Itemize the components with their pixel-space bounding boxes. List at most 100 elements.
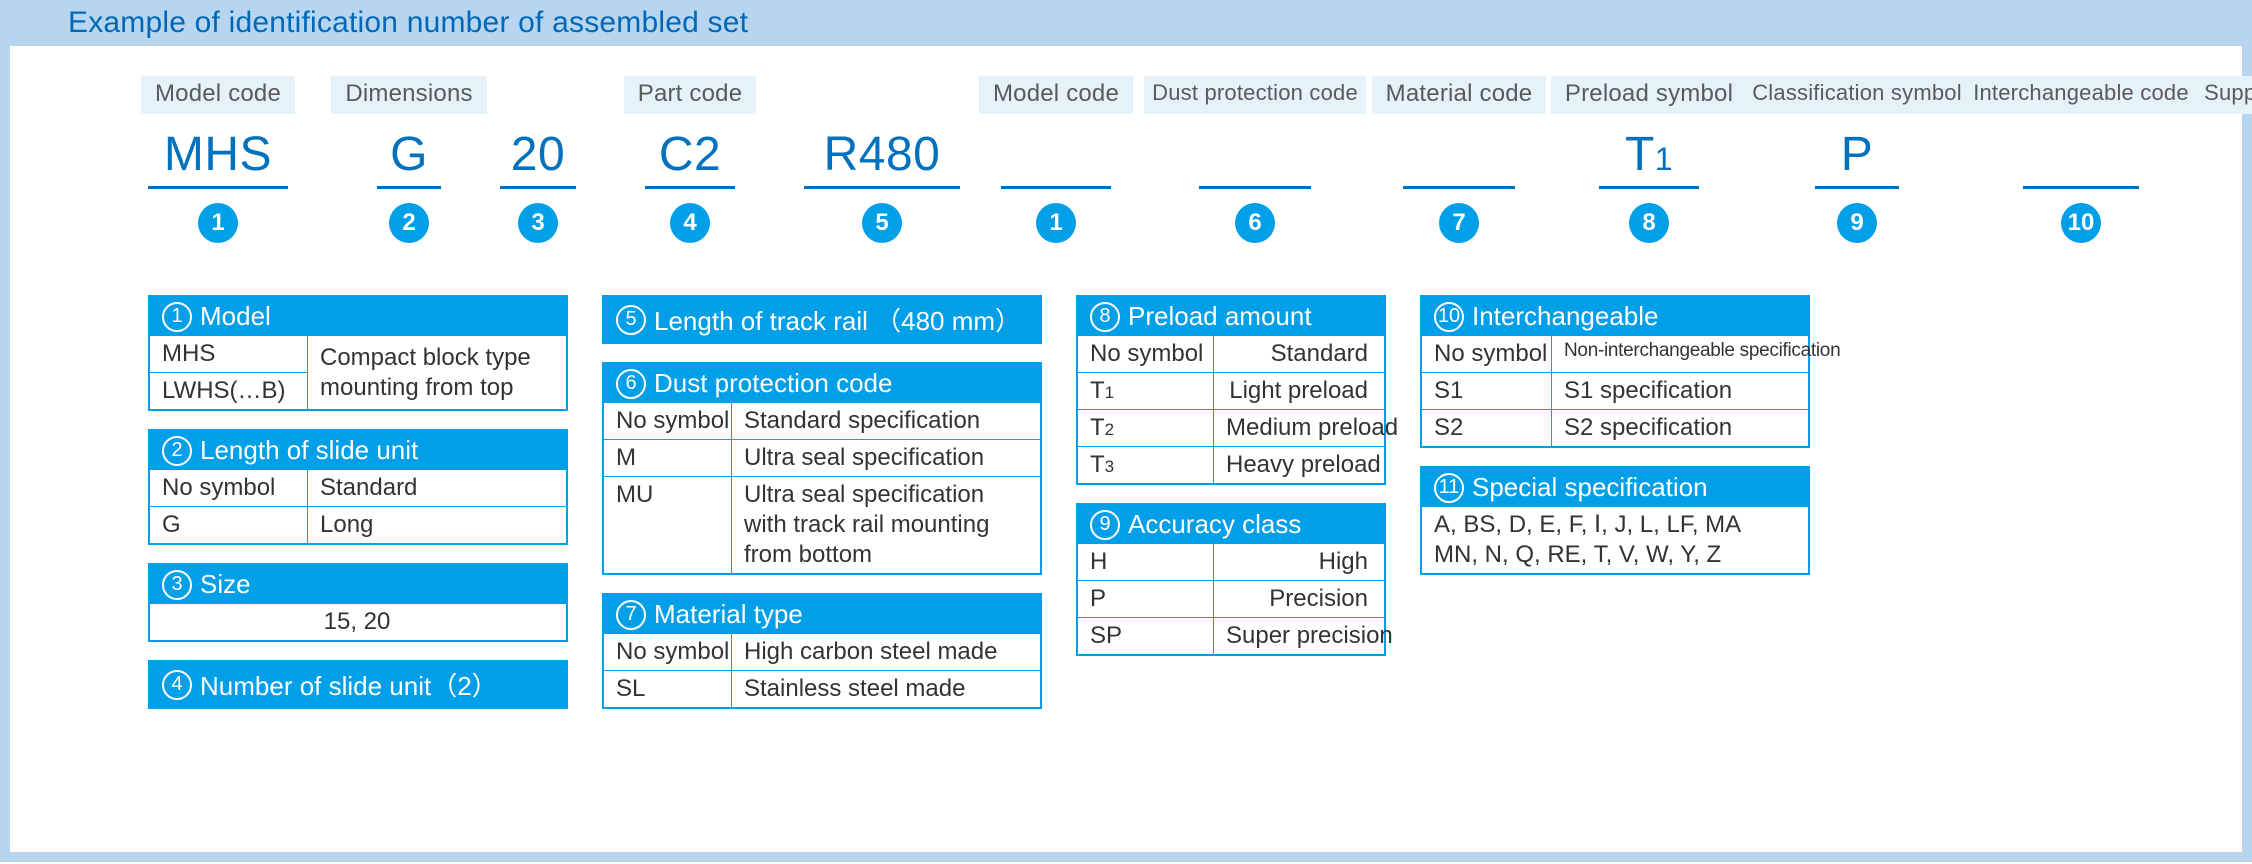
- legend-table-title: Interchangeable: [1472, 301, 1658, 332]
- legend-cell: A, BS, D, E, F, Ⅰ, J, L, LF, MAMN, N, Q,…: [1422, 507, 1806, 573]
- legend-column: 1ModelMHSLWHS(…B)Compact block type moun…: [148, 295, 568, 709]
- segment: Preload symbolT18: [1560, 76, 1738, 243]
- segment-label: Supplemental code: [2196, 76, 2252, 114]
- segment-number-badge: 10: [2061, 203, 2101, 243]
- title-bar: Example of identification number of asse…: [0, 0, 2252, 46]
- segment: Supplemental code/V11: [2202, 76, 2252, 243]
- legend-table: 11 Special specification A, BS, D, E, F, Ⅰ…: [1420, 466, 1810, 575]
- segment-value: G: [377, 128, 441, 184]
- legend-table-header: 8 Preload amount: [1078, 297, 1384, 336]
- legend-table-title: Size: [200, 569, 251, 600]
- segment-underline: [1199, 186, 1311, 189]
- legend-table: 9Accuracy classHHighPPrecisionSPSuper pr…: [1076, 503, 1386, 656]
- legend-table-title: Special specification: [1472, 472, 1708, 503]
- legend-cell-value: Light preload: [1214, 373, 1380, 409]
- segment-value: [2023, 128, 2139, 184]
- legend-cell-key: No symbol: [1078, 336, 1214, 372]
- legend-cell-key: H: [1078, 544, 1214, 580]
- legend-table-header: 10 Interchangeable: [1422, 297, 1808, 336]
- segment-value: [1403, 128, 1515, 184]
- legend-table: 6 Dust protection code No symbolStandard s…: [602, 362, 1042, 575]
- legend-number-icon: 4: [162, 670, 192, 700]
- title-text: Example of identification number of asse…: [68, 6, 748, 39]
- segment-underline: [148, 186, 288, 189]
- legend-cell-value: Ultra seal specification with track rail…: [732, 477, 1038, 573]
- legend-cell: Compact block type mounting from top: [308, 336, 564, 409]
- segment-value: C2: [645, 128, 735, 184]
- frame: Model codeMHS1DimensionsG2203Part codeC2…: [0, 46, 2252, 862]
- legend-table-title: Preload amount: [1128, 301, 1312, 332]
- legend-number-icon: 6: [616, 369, 646, 399]
- segment-value: 20: [500, 128, 576, 184]
- legend-cell-key: No symbol: [150, 470, 308, 506]
- legend-table-title: Material type: [654, 599, 803, 630]
- legend-number-icon: 11: [1434, 473, 1464, 503]
- segment-underline: [645, 186, 735, 189]
- legend-cell-value: High: [1214, 544, 1380, 580]
- legend-number-icon: 2: [162, 436, 192, 466]
- legend-cell-key: SL: [604, 671, 732, 707]
- legend-table-header: 11 Special specification: [1422, 468, 1808, 507]
- legend-table-header: 1Model: [150, 297, 566, 336]
- segment-underline: [1599, 186, 1699, 189]
- legend-number-icon: 7: [616, 600, 646, 630]
- segment-label: Preload symbol: [1551, 76, 1747, 114]
- legend-cell-key: No symbol: [604, 403, 732, 439]
- legend-cell-key: S2: [1422, 410, 1552, 446]
- legend-table-title: Accuracy class: [1128, 509, 1301, 540]
- legend-table-header: 7 Material type: [604, 595, 1040, 634]
- legend-table: 10InterchangeableNo symbolNon-interchang…: [1420, 295, 1810, 448]
- legend-table-header: 2 Length of slide unit: [150, 431, 566, 470]
- legend-cell-value: Medium preload: [1214, 410, 1380, 446]
- segment-value: MHS: [148, 128, 288, 184]
- legend-column: 10InterchangeableNo symbolNon-interchang…: [1420, 295, 1810, 575]
- segment: DimensionsG2: [334, 76, 484, 243]
- legend-column: 8Preload amountNo symbolStandardT1Light …: [1076, 295, 1386, 656]
- legend-cell-key: G: [150, 507, 308, 543]
- segment-value: T1: [1599, 128, 1699, 184]
- segment-label: Classification symbol: [1744, 76, 1970, 114]
- legend-table: 1ModelMHSLWHS(…B)Compact block type moun…: [148, 295, 568, 411]
- segment-number-badge: 9: [1837, 203, 1877, 243]
- legend-cell-key: SP: [1078, 618, 1214, 654]
- segment-number-badge: 2: [389, 203, 429, 243]
- legend-table-title: Model: [200, 301, 271, 332]
- legend-cell-value: Non-interchangeable specification: [1552, 336, 1806, 372]
- legend-cell-value: Standard: [1214, 336, 1380, 372]
- segment-underline: [1815, 186, 1899, 189]
- segment: Model codeMHS1: [118, 76, 318, 243]
- legend-number-icon: 5: [616, 305, 646, 335]
- segment-number-badge: 7: [1439, 203, 1479, 243]
- legend-table: 4 Number of slide unit（2）: [148, 660, 568, 709]
- legend-cell-value: S2 specification: [1552, 410, 1806, 446]
- legend-cell-key: P: [1078, 581, 1214, 617]
- legend-table-header: 5 Length of track rail （480 mm）: [604, 297, 1040, 342]
- legend-table-title: Number of slide unit（2）: [200, 666, 498, 703]
- segment: Dust protection code 6: [1152, 76, 1358, 243]
- legend-cell-value: Standard specification: [732, 403, 1038, 439]
- legend-table-title: Length of track rail （480 mm）: [654, 301, 1021, 338]
- segment-label: Model code: [979, 76, 1133, 114]
- legend-number-icon: 3: [162, 570, 192, 600]
- legend-number-icon: 10: [1434, 302, 1464, 332]
- segment-underline: [1403, 186, 1515, 189]
- legend-table-title: Length of slide unit: [200, 435, 418, 466]
- diagram-root: Example of identification number of asse…: [0, 0, 2252, 864]
- legend-cell: LWHS(…B): [150, 372, 307, 409]
- legend-cell-key: T3: [1078, 447, 1214, 483]
- segment-number-badge: 4: [670, 203, 710, 243]
- legend-number-icon: 8: [1090, 302, 1120, 332]
- segment-label: Part code: [624, 76, 757, 114]
- legend-area: 1ModelMHSLWHS(…B)Compact block type moun…: [58, 295, 2194, 709]
- legend-table-title: Dust protection code: [654, 368, 892, 399]
- segment-label: Dust protection code: [1144, 76, 1366, 114]
- legend-cell-key: M: [604, 440, 732, 476]
- legend-table-header: 3 Size: [150, 565, 566, 604]
- segment-number-badge: 8: [1629, 203, 1669, 243]
- segment-underline: [2023, 186, 2139, 189]
- segment-number-badge: 5: [862, 203, 902, 243]
- segment: 203: [500, 76, 576, 243]
- segment-number-badge: 6: [1235, 203, 1275, 243]
- segment: Interchangeable code 10: [1976, 76, 2186, 243]
- segment-label: Material code: [1372, 76, 1547, 114]
